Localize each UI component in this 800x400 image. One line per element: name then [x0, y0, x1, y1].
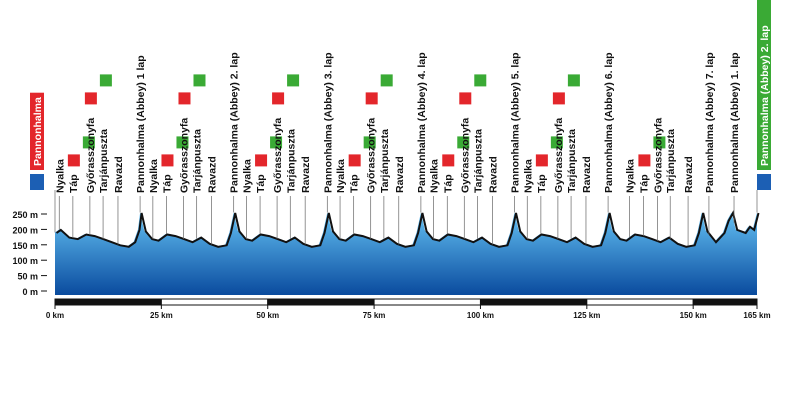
feed-icon [178, 92, 191, 105]
marker-label: Táp [536, 174, 548, 193]
x-tick-label: 50 km [256, 311, 279, 320]
feed-icon [567, 74, 580, 87]
marker-label: Győrasszonyfa [366, 118, 378, 193]
distance-bar-segment [54, 298, 162, 306]
marker-label: Pannonhalma (Abbey) 1. lap [729, 52, 741, 193]
finish-label: Pannonhalma (Abbey) 2. lap [759, 25, 771, 166]
feed-icon [442, 154, 455, 167]
marker-label: Ravazd [113, 156, 125, 193]
feed-icon [348, 154, 361, 167]
marker-label: Táp [68, 174, 80, 193]
marker-label: Tarjánpuszta [566, 129, 578, 193]
feed-icon [82, 136, 95, 149]
feed-icon [653, 136, 666, 149]
y-tick-label: 50 m [17, 272, 38, 282]
x-tick-label: 100 km [467, 311, 494, 320]
finish-icon [757, 174, 771, 190]
marker-label: Nyalka [624, 159, 636, 193]
distance-bar-segment [160, 298, 269, 306]
marker-label: Ravazd [581, 156, 593, 193]
feed-icon [459, 92, 472, 105]
x-tick-label: 125 km [573, 311, 600, 320]
feed-icon [176, 136, 189, 149]
feed-icon [535, 154, 548, 167]
marker-label: Pannonhalma (Abbey) 6. lap [603, 52, 615, 193]
marker-label: Táp [349, 174, 361, 193]
finish-box [757, 0, 771, 171]
marker-label: Táp [442, 174, 454, 193]
marker-label: Ravazd [394, 156, 406, 193]
marker-label: Győrasszonyfa [553, 118, 565, 193]
feed-icon [272, 92, 285, 105]
feed-icon [474, 74, 487, 87]
y-tick-label: 100 m [12, 256, 38, 266]
marker-label: Tarjánpuszta [285, 129, 297, 193]
marker-label: Nyalka [429, 159, 441, 193]
marker-label: Tarjánpuszta [665, 129, 677, 193]
x-tick-label: 25 km [150, 311, 173, 320]
y-tick-label: 150 m [12, 241, 38, 251]
feed-icon [552, 92, 565, 105]
marker-label: Tarjánpuszta [192, 129, 204, 193]
marker-label: Győrasszonyfa [178, 118, 190, 193]
marker-label: Nyalka [54, 159, 66, 193]
elevation-area [55, 212, 757, 295]
x-tick-label: 0 km [46, 311, 64, 320]
y-tick-label: 250 m [12, 210, 38, 220]
start-box [30, 92, 44, 170]
feed-icon [457, 136, 470, 149]
distance-bar-segment [479, 298, 588, 306]
marker-label: Nyalka [522, 159, 534, 193]
feed-icon [380, 74, 393, 87]
marker-label: Táp [255, 174, 267, 193]
feed-icon [161, 154, 174, 167]
feed-icon [84, 92, 97, 105]
marker-label: Győrasszonyfa [272, 118, 284, 193]
feed-icon [67, 154, 80, 167]
x-tick-label: 150 km [680, 311, 707, 320]
marker-label: Pannonhalma (Abbey) 5. lap [509, 52, 521, 193]
marker-label: Tarjánpuszta [379, 129, 391, 193]
feed-icon [638, 154, 651, 167]
y-tick-label: 200 m [12, 225, 38, 235]
feed-icon [255, 154, 268, 167]
feed-icon [270, 136, 283, 149]
marker-label: Győrasszonyfa [459, 118, 471, 193]
y-tick-label: 0 m [22, 287, 38, 297]
distance-bar-segment [373, 298, 481, 306]
elevation-edge [55, 210, 760, 248]
marker-label: Pannonhalma (Abbey) 3. lap [322, 52, 334, 193]
feed-icon [363, 136, 376, 149]
marker-label: Nyalka [335, 159, 347, 193]
feed-icon [287, 74, 300, 87]
distance-bar-segment [267, 298, 375, 306]
marker-label: Győrasszonyfa [652, 118, 664, 193]
marker-label: Pannonhalma (Abbey) 2. lap [229, 52, 241, 193]
feed-icon [99, 74, 112, 87]
feed-icon [550, 136, 563, 149]
marker-label: Pannonhalma (Abbey) 1 lap [135, 55, 147, 193]
x-tick-label: 75 km [363, 311, 386, 320]
marker-label: Nyalka [148, 159, 160, 193]
marker-label: Tarjánpuszta [98, 129, 110, 193]
distance-bar-segment [586, 298, 694, 306]
marker-label: Pannonhalma (Abbey) 7. lap [704, 52, 716, 193]
feed-icon [365, 92, 378, 105]
marker-label: Nyalka [241, 159, 253, 193]
marker-label: Pannonhalma (Abbey) 4. lap [416, 52, 428, 193]
start-icon [30, 174, 44, 190]
marker-label: Táp [161, 174, 173, 193]
marker-label: Ravazd [683, 156, 695, 193]
marker-label: Táp [638, 174, 650, 193]
x-tick-label: 165 km [743, 311, 770, 320]
distance-bar-segment [692, 298, 758, 306]
marker-label: Tarjánpuszta [472, 129, 484, 193]
start-label: Pannonhalma [32, 97, 44, 166]
marker-label: Ravazd [487, 156, 499, 193]
marker-label: Ravazd [207, 156, 219, 193]
marker-label: Ravazd [300, 156, 312, 193]
feed-icon [193, 74, 206, 87]
marker-label: Győrasszonyfa [85, 118, 97, 193]
